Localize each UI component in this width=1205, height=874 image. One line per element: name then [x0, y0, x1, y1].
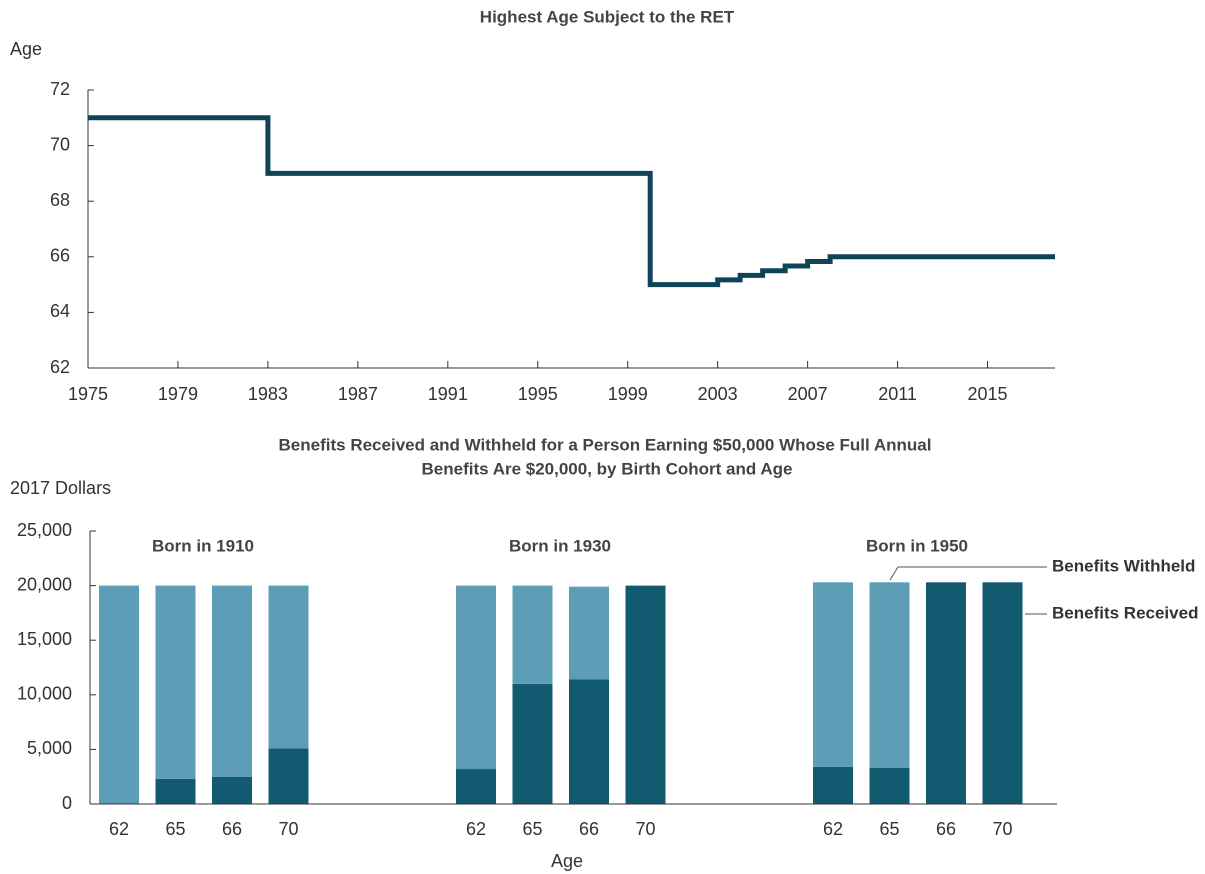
x-tick-label: 66	[936, 819, 956, 839]
bar-segment	[155, 585, 196, 779]
bar-segment	[99, 585, 139, 804]
x-tick-label: 66	[579, 819, 599, 839]
x-tick-label: 62	[823, 819, 843, 839]
x-tick-label: 62	[109, 819, 129, 839]
x-tick-label: 2003	[698, 384, 738, 404]
bar-segment	[813, 766, 853, 804]
y-tick-label: 15,000	[17, 629, 72, 649]
group-label: Born in 1950	[866, 536, 968, 555]
x-tick-label: 70	[635, 819, 655, 839]
x-tick-label: 1995	[518, 384, 558, 404]
bar-segment	[212, 585, 252, 777]
x-tick-label: 70	[992, 819, 1012, 839]
x-tick-label: 1975	[68, 384, 108, 404]
x-tick-label: 1999	[608, 384, 648, 404]
bar-segment	[456, 769, 496, 804]
x-tick-label: 66	[222, 819, 242, 839]
group-label: Born in 1930	[509, 536, 611, 555]
y-tick-label: 72	[50, 79, 70, 99]
bar-segment	[569, 679, 609, 804]
bar-segment	[813, 582, 853, 767]
bar-segment	[512, 585, 553, 684]
x-tick-label: 2011	[878, 384, 917, 404]
y-tick-label: 70	[50, 134, 70, 154]
x-tick-label: 1983	[248, 384, 288, 404]
x-tick-label: 70	[278, 819, 298, 839]
x-axis-label: Age	[551, 851, 583, 871]
y-tick-label: 25,000	[17, 520, 72, 540]
y-tick-label: 10,000	[17, 684, 72, 704]
bar-segment	[155, 778, 196, 804]
bar-segment	[456, 585, 496, 770]
bar-segment	[268, 585, 309, 749]
x-tick-label: 2007	[788, 384, 828, 404]
x-tick-label: 62	[466, 819, 486, 839]
y-tick-label: 20,000	[17, 574, 72, 594]
chart-title: Benefits Are $20,000, by Birth Cohort an…	[422, 459, 793, 478]
y-tick-label: 66	[50, 246, 70, 266]
bar-segment	[212, 776, 252, 804]
x-tick-label: 1979	[158, 384, 198, 404]
x-tick-label: 65	[165, 819, 185, 839]
y-tick-label: 5,000	[27, 738, 72, 758]
bar-segment	[982, 582, 1023, 804]
bar-segment	[625, 585, 666, 804]
group-label: Born in 1910	[152, 536, 254, 555]
x-tick-label: 2015	[968, 384, 1008, 404]
x-tick-label: 1987	[338, 384, 378, 404]
chart-title: Highest Age Subject to the RET	[480, 7, 735, 26]
y-axis-label: 2017 Dollars	[10, 478, 111, 498]
y-tick-label: 62	[50, 357, 70, 377]
x-tick-label: 1991	[428, 384, 468, 404]
bar-segment	[869, 767, 910, 804]
x-tick-label: 65	[879, 819, 899, 839]
y-tick-label: 68	[50, 190, 70, 210]
x-tick-label: 65	[522, 819, 542, 839]
bar-segment	[268, 748, 309, 804]
y-axis-label: Age	[10, 39, 42, 59]
bar-segment	[569, 586, 609, 680]
legend-label: Benefits Withheld	[1052, 556, 1195, 575]
bar-segment	[926, 582, 966, 804]
bar-segment	[512, 683, 553, 804]
y-tick-label: 0	[62, 793, 72, 813]
line	[88, 115, 1055, 288]
leader-line	[889, 566, 1047, 581]
bar-segment	[869, 582, 910, 768]
legend-label: Benefits Received	[1052, 603, 1198, 622]
chart-title: Benefits Received and Withheld for a Per…	[279, 435, 932, 454]
y-tick-label: 64	[50, 301, 70, 321]
